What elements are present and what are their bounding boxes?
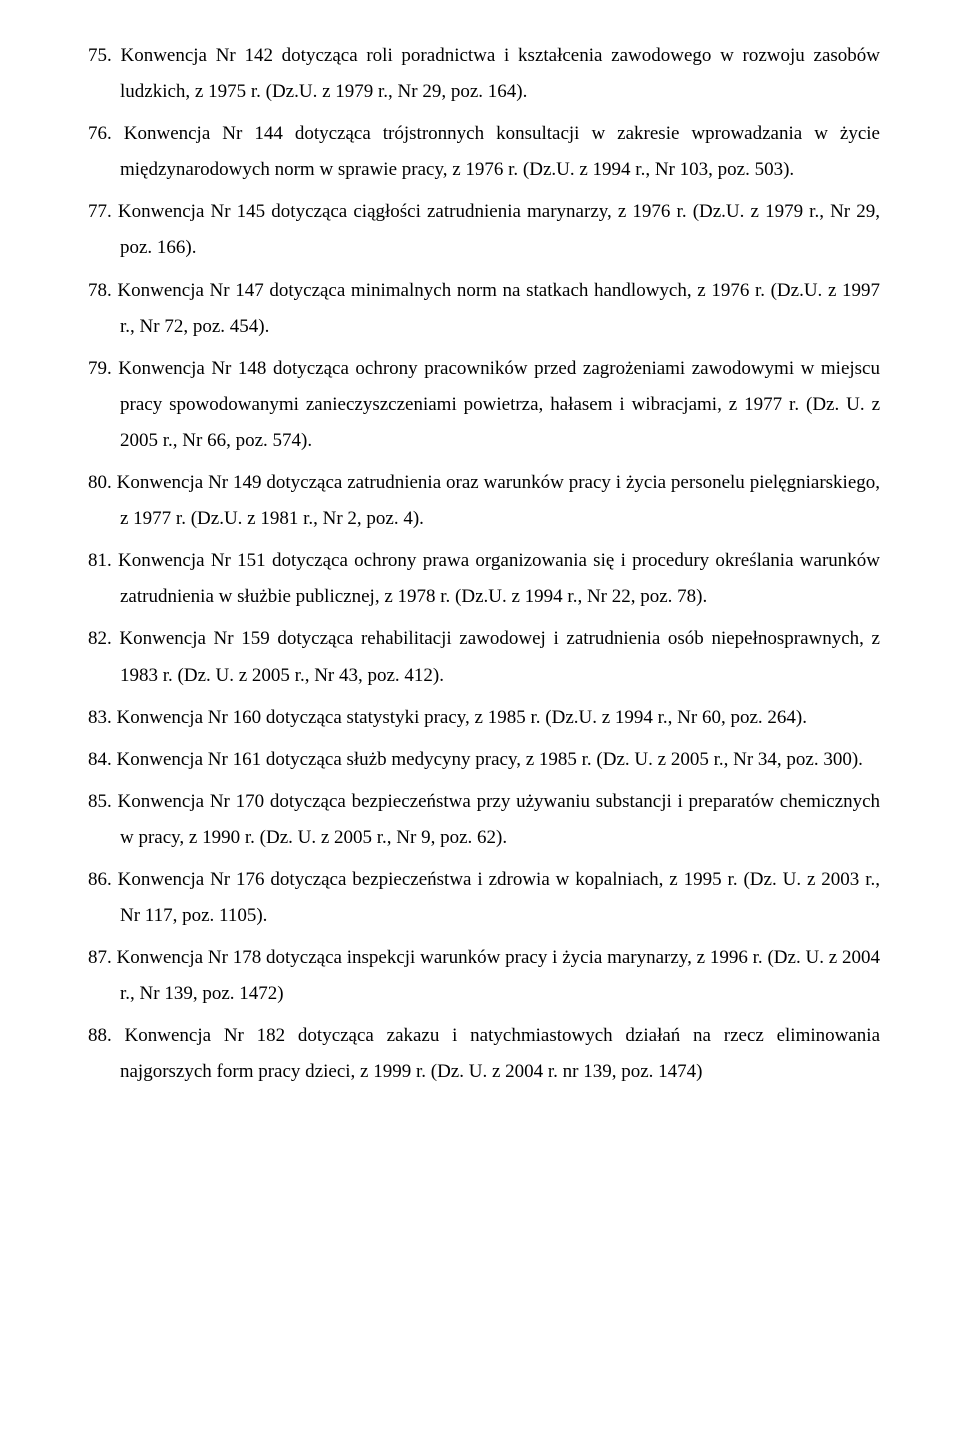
item-text: Konwencja Nr 178 dotycząca inspekcji war…	[117, 947, 880, 1004]
item-number: 79.	[88, 358, 112, 379]
list-item: 77. Konwencja Nr 145 dotycząca ciągłości…	[88, 194, 880, 266]
list-item: 75. Konwencja Nr 142 dotycząca roli pora…	[88, 38, 880, 110]
item-text: Konwencja Nr 170 dotycząca bezpieczeństw…	[118, 791, 880, 848]
item-number: 81.	[88, 550, 112, 571]
item-number: 82.	[88, 628, 112, 649]
item-text: Konwencja Nr 161 dotycząca służb medycyn…	[117, 749, 863, 770]
item-text: Konwencja Nr 151 dotycząca ochrony prawa…	[118, 550, 880, 607]
item-text: Konwencja Nr 142 dotycząca roli poradnic…	[120, 45, 880, 102]
item-text: Konwencja Nr 160 dotycząca statystyki pr…	[117, 707, 808, 728]
list-item: 85. Konwencja Nr 170 dotycząca bezpiecze…	[88, 784, 880, 856]
item-number: 88.	[88, 1025, 112, 1046]
item-number: 76.	[88, 123, 112, 144]
list-item: 84. Konwencja Nr 161 dotycząca służb med…	[88, 742, 880, 778]
list-item: 86. Konwencja Nr 176 dotycząca bezpiecze…	[88, 862, 880, 934]
item-text: Konwencja Nr 159 dotycząca rehabilitacji…	[119, 628, 880, 685]
list-item: 76. Konwencja Nr 144 dotycząca trójstron…	[88, 116, 880, 188]
item-number: 77.	[88, 201, 112, 222]
item-text: Konwencja Nr 147 dotycząca minimalnych n…	[117, 280, 880, 337]
list-item: 81. Konwencja Nr 151 dotycząca ochrony p…	[88, 543, 880, 615]
item-text: Konwencja Nr 148 dotycząca ochrony praco…	[118, 358, 880, 451]
list-item: 80. Konwencja Nr 149 dotycząca zatrudnie…	[88, 465, 880, 537]
list-item: 79. Konwencja Nr 148 dotycząca ochrony p…	[88, 351, 880, 459]
convention-list: 75. Konwencja Nr 142 dotycząca roli pora…	[88, 38, 880, 1091]
item-number: 84.	[88, 749, 112, 770]
item-number: 80.	[88, 472, 112, 493]
item-text: Konwencja Nr 144 dotycząca trójstronnych…	[120, 123, 880, 180]
list-item: 88. Konwencja Nr 182 dotycząca zakazu i …	[88, 1018, 880, 1090]
item-text: Konwencja Nr 149 dotycząca zatrudnienia …	[117, 472, 880, 529]
item-number: 83.	[88, 707, 112, 728]
list-item: 87. Konwencja Nr 178 dotycząca inspekcji…	[88, 940, 880, 1012]
item-number: 75.	[88, 45, 112, 66]
item-text: Konwencja Nr 176 dotycząca bezpieczeństw…	[118, 869, 880, 926]
list-item: 82. Konwencja Nr 159 dotycząca rehabilit…	[88, 621, 880, 693]
item-text: Konwencja Nr 145 dotycząca ciągłości zat…	[118, 201, 880, 258]
item-number: 86.	[88, 869, 112, 890]
item-number: 78.	[88, 280, 112, 301]
list-item: 83. Konwencja Nr 160 dotycząca statystyk…	[88, 700, 880, 736]
item-number: 87.	[88, 947, 112, 968]
item-text: Konwencja Nr 182 dotycząca zakazu i naty…	[120, 1025, 880, 1082]
list-item: 78. Konwencja Nr 147 dotycząca minimalny…	[88, 273, 880, 345]
item-number: 85.	[88, 791, 112, 812]
